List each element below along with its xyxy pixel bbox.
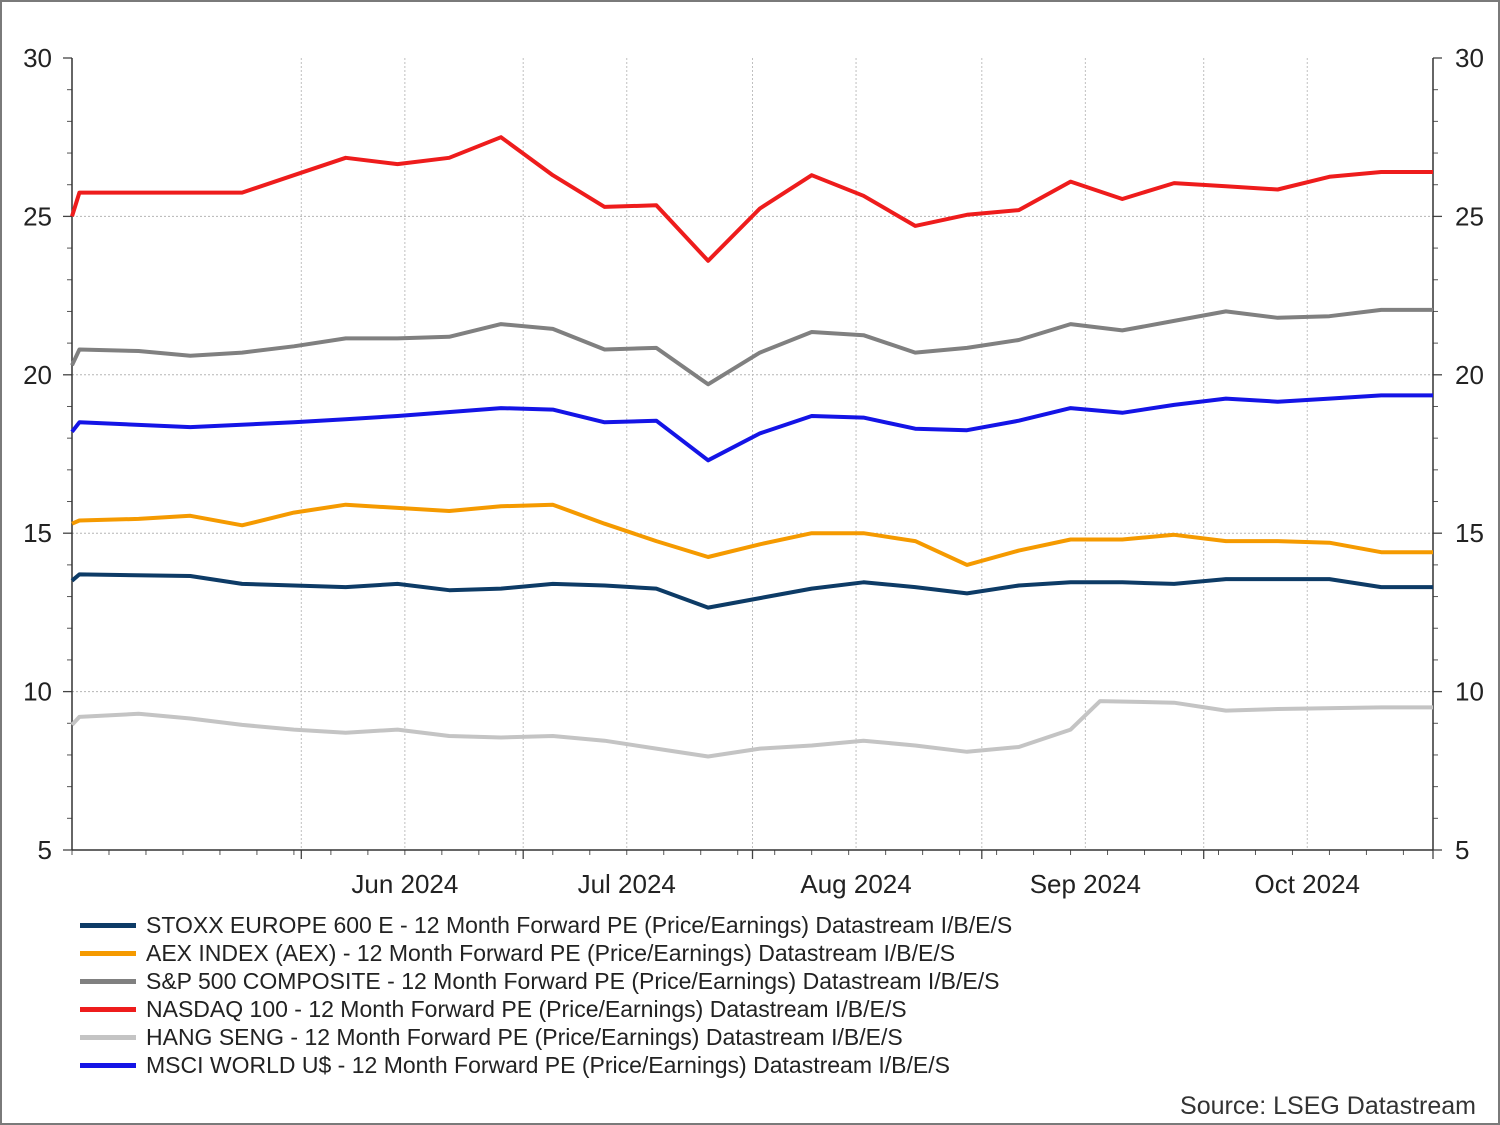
x-tick-label: Sep 2024 — [1030, 869, 1141, 899]
legend-swatch — [80, 978, 136, 984]
y-tick-label-left: 25 — [23, 201, 52, 231]
y-tick-label-right: 10 — [1455, 677, 1484, 707]
source-note: Source: LSEG Datastream — [1180, 1092, 1476, 1120]
x-tick-label: Jun 2024 — [351, 869, 458, 899]
legend-item: AEX INDEX (AEX) - 12 Month Forward PE (P… — [80, 939, 1012, 967]
legend-label: AEX INDEX (AEX) - 12 Month Forward PE (P… — [146, 939, 956, 966]
series-line-3 — [70, 135, 1433, 263]
x-tick-label: Aug 2024 — [800, 869, 911, 899]
series-line-5 — [70, 393, 1433, 463]
series-line-2 — [70, 307, 1433, 387]
legend-item: NASDAQ 100 - 12 Month Forward PE (Price/… — [80, 995, 1012, 1023]
legend-item: STOXX EUROPE 600 E - 12 Month Forward PE… — [80, 911, 1012, 939]
y-tick-label-left: 20 — [23, 360, 52, 390]
legend-swatch — [80, 950, 136, 956]
line-chart: 5 5 10 10 15 15 20 20 25 25 30 30 Jun 2024 Jul 2024 Au… — [23, 43, 1484, 899]
series-line-0 — [70, 572, 1433, 610]
y-tick-label-right: 15 — [1455, 518, 1484, 548]
legend-label: NASDAQ 100 - 12 Month Forward PE (Price/… — [146, 995, 907, 1022]
y-tick-label-left: 10 — [23, 677, 52, 707]
x-tick-label: Jul 2024 — [578, 869, 676, 899]
legend-label: S&P 500 COMPOSITE - 12 Month Forward PE … — [146, 967, 1000, 994]
legend-label: MSCI WORLD U$ - 12 Month Forward PE (Pri… — [146, 1051, 950, 1078]
legend-swatch — [80, 1034, 136, 1040]
legend-item: MSCI WORLD U$ - 12 Month Forward PE (Pri… — [80, 1051, 1012, 1079]
legend-swatch — [80, 1062, 136, 1068]
y-tick-label-right: 5 — [1455, 835, 1469, 865]
y-tick-label-right: 25 — [1455, 201, 1484, 231]
legend-swatch — [80, 922, 136, 928]
y-tick-label-right: 30 — [1455, 43, 1484, 73]
legend: STOXX EUROPE 600 E - 12 Month Forward PE… — [80, 911, 1012, 1079]
x-tick-label: Oct 2024 — [1254, 869, 1360, 899]
y-tick-label-left: 15 — [23, 518, 52, 548]
legend-label: HANG SENG - 12 Month Forward PE (Price/E… — [146, 1023, 903, 1050]
legend-item: HANG SENG - 12 Month Forward PE (Price/E… — [80, 1023, 1012, 1051]
y-tick-label-right: 20 — [1455, 360, 1484, 390]
y-tick-label-left: 30 — [23, 43, 52, 73]
y-tick-label-left: 5 — [38, 835, 52, 865]
legend-swatch — [80, 1006, 136, 1012]
series-line-1 — [71, 502, 1433, 567]
legend-item: S&P 500 COMPOSITE - 12 Month Forward PE … — [80, 967, 1012, 995]
legend-label: STOXX EUROPE 600 E - 12 Month Forward PE… — [146, 911, 1013, 938]
series-line-4 — [70, 699, 1433, 759]
